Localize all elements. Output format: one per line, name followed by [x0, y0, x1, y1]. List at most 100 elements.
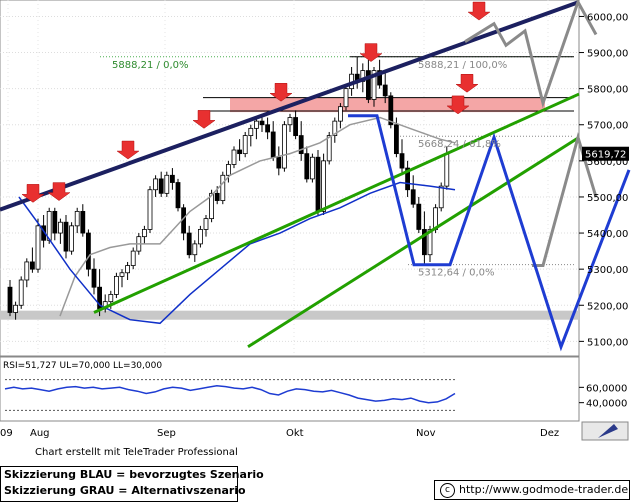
- candle-body: [237, 149, 243, 155]
- price-bands: [0, 97, 579, 320]
- candle-body: [242, 135, 248, 155]
- candle-body: [119, 272, 125, 277]
- candle-body: [209, 192, 215, 220]
- candle-body: [377, 70, 383, 86]
- candle-body: [444, 153, 450, 187]
- scenario-blue-path: [348, 114, 631, 352]
- candle-body: [388, 95, 394, 126]
- y-tick-label: 5800,00: [587, 85, 628, 96]
- level-label: 5312,64 / 0,0%: [418, 268, 494, 279]
- level-label: 5888,21 / 0,0%: [112, 60, 188, 71]
- candle-body: [69, 225, 74, 252]
- last-price-box: [582, 146, 629, 161]
- candle-body: [24, 261, 30, 281]
- candle-body: [186, 232, 192, 256]
- rsi-tick-label: 60,0000: [586, 383, 627, 394]
- sell-arrow-icon: [116, 140, 140, 160]
- candle-body: [63, 221, 69, 252]
- candle-body: [29, 261, 35, 270]
- candle-body: [114, 275, 119, 295]
- copyright-icon: c: [440, 482, 455, 498]
- candle-body: [18, 279, 24, 306]
- candle-body: [309, 156, 315, 180]
- candle-body: [293, 117, 299, 136]
- scenario-legend: Skizzierung BLAU = bevorzugtes Szenario …: [0, 466, 264, 502]
- level-label: 5668,24 / 61,8%: [418, 139, 501, 150]
- candle-body: [248, 127, 254, 136]
- candle-body: [298, 135, 304, 155]
- candlestick-series: [7, 56, 450, 320]
- candle-body: [315, 156, 321, 212]
- candle-body: [147, 189, 153, 230]
- candle-body: [86, 232, 91, 270]
- candle-body: [192, 243, 198, 256]
- candle-body: [270, 131, 276, 158]
- time-axis: 09 Aug Sep Okt Nov Dez: [0, 428, 559, 439]
- candle-body: [253, 120, 259, 129]
- candle-body: [169, 174, 175, 183]
- sell-arrow-icon: [192, 110, 216, 129]
- candle-body: [74, 210, 80, 227]
- candle-body: [80, 210, 86, 234]
- resistance-band: [230, 97, 545, 113]
- candle-body: [326, 135, 332, 162]
- candle-body: [158, 178, 164, 194]
- candle-body: [58, 221, 63, 234]
- url-text: http://www.godmode-trader.de: [459, 483, 629, 496]
- rsi-axis: 60,0000 40,0000: [579, 383, 627, 410]
- rsi-line: [4, 385, 456, 404]
- moving-average-line: [59, 116, 456, 317]
- candle-body: [416, 203, 422, 230]
- candle-body: [7, 286, 13, 313]
- scenario-grey-path: [464, 0, 598, 109]
- candle-body: [197, 229, 203, 245]
- y-tick-label: 5700,00: [587, 121, 628, 132]
- source-url[interactable]: c http://www.godmode-trader.de: [434, 480, 630, 500]
- candle-body: [153, 178, 159, 191]
- candle-body: [130, 250, 136, 266]
- trendline: [247, 136, 580, 349]
- candle-body: [164, 174, 170, 194]
- candle-body: [371, 70, 377, 100]
- candle-body: [13, 304, 19, 313]
- sell-arrow-icon: [21, 184, 45, 203]
- candle-body: [438, 185, 444, 209]
- sell-arrow-icon: [47, 182, 71, 201]
- main-plot-area: [0, 0, 580, 357]
- scroll-button[interactable]: [581, 421, 629, 441]
- trendline: [93, 92, 580, 314]
- candle-body: [321, 160, 327, 212]
- candle-body: [281, 124, 287, 169]
- sell-arrow-icon: [455, 74, 479, 93]
- x-tick-label: Aug: [30, 428, 50, 439]
- y-tick-label: 5200,00: [587, 301, 628, 312]
- level-labels: 5888,21 / 0,0% 5888,21 / 100,0% 5668,24 / …: [112, 60, 507, 279]
- trendlines: [0, 0, 580, 349]
- sell-arrow-icon: [269, 83, 293, 102]
- candle-body: [91, 268, 97, 288]
- rsi-tick-label: 40,0000: [586, 399, 627, 410]
- candle-body: [265, 124, 271, 133]
- sell-arrow-icon: [467, 1, 491, 21]
- candle-body: [287, 117, 293, 126]
- candle-body: [52, 210, 58, 234]
- candle-body: [343, 88, 349, 108]
- candle-body: [427, 229, 433, 256]
- last-price-label: 5619,72: [585, 150, 626, 161]
- scenario-sketches: [348, 0, 631, 352]
- y-tick-label: 5500,00: [587, 193, 628, 204]
- y-tick-label: 5100,00: [587, 337, 628, 348]
- legend-blue: Skizzierung BLAU = bevorzugtes Szenario: [4, 468, 264, 481]
- candle-body: [405, 167, 411, 191]
- scenario-grey-path-2: [532, 131, 598, 267]
- candle-body: [393, 124, 399, 155]
- draw-tool-icon: [598, 424, 618, 438]
- candle-body: [410, 189, 416, 205]
- legend-grey: Skizzierung GRAU = Alternativszenario: [4, 484, 246, 497]
- x-tick-label: 09: [0, 428, 13, 439]
- x-tick-label: Okt: [286, 428, 304, 439]
- y-tick-label: 5600,00: [587, 157, 628, 168]
- signal-arrows: [21, 1, 491, 203]
- level-label: 5888,21 / 100,0%: [418, 60, 507, 71]
